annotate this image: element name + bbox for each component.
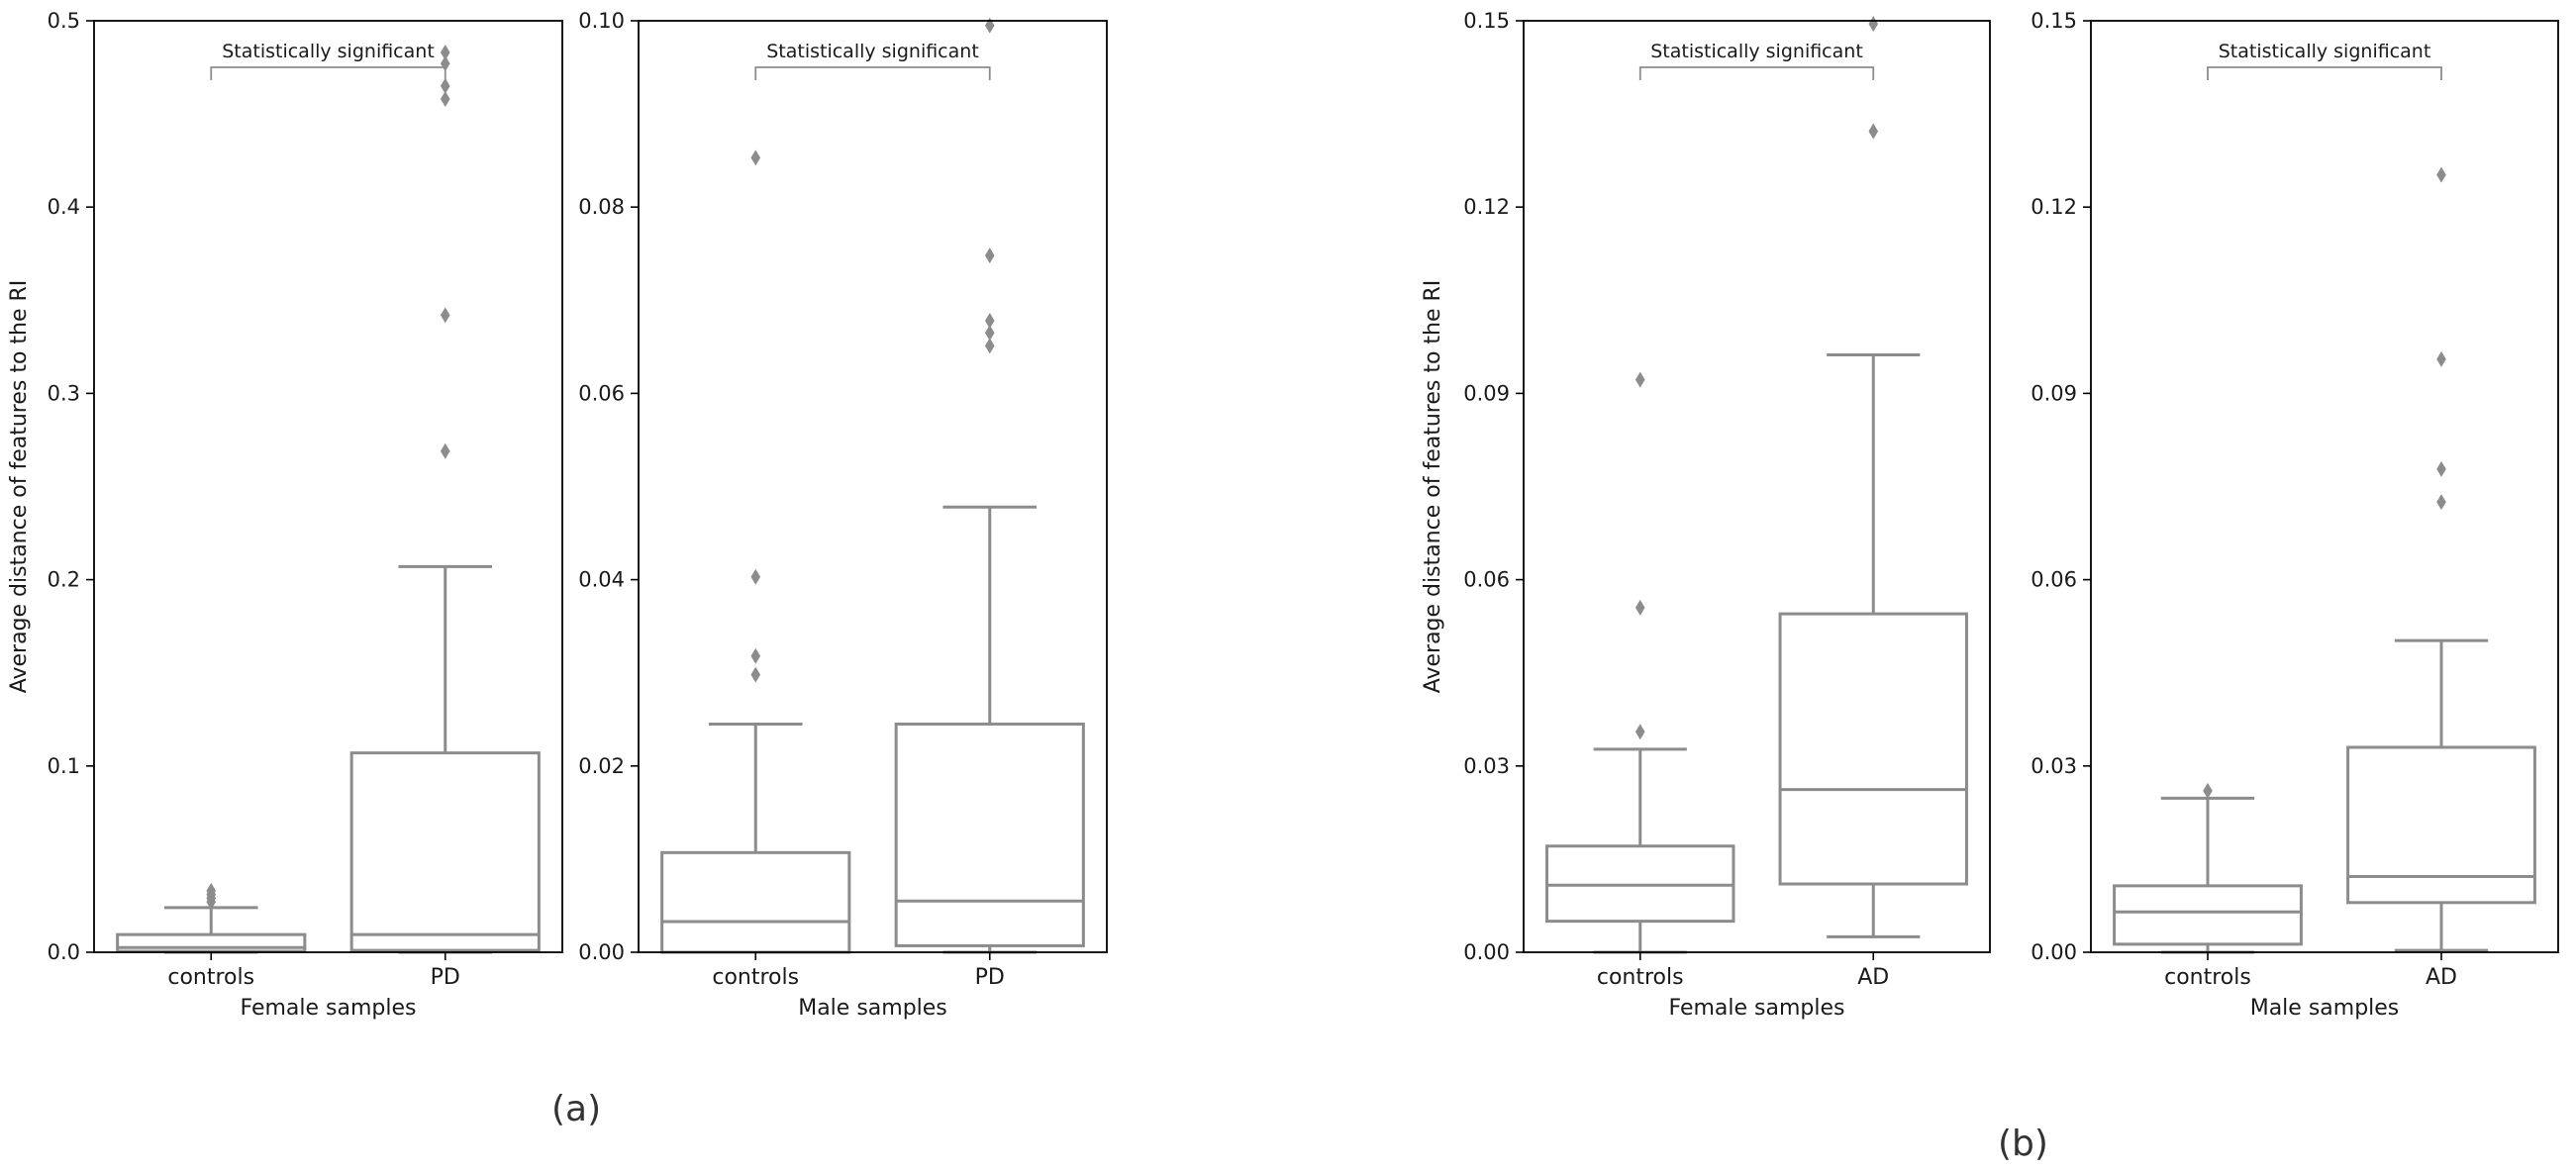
y-tick-label: 0.1	[48, 754, 80, 778]
y-tick-label: 0.00	[578, 940, 625, 964]
y-tick-label: 0.10	[578, 9, 625, 33]
y-tick-label: 0.03	[2031, 754, 2077, 778]
outlier-point	[2203, 782, 2213, 799]
y-tick-label: 0.00	[1463, 940, 1510, 964]
x-axis-label: Female samples	[1669, 996, 1845, 1021]
x-tick-label: PD	[975, 965, 1005, 990]
y-tick-label: 0.00	[2031, 940, 2077, 964]
outlier-point	[1868, 123, 1879, 140]
significance-bracket	[2207, 66, 2442, 80]
panel-female-pd: 0.0 0.1 0.2 0.3 0.4 0.5 controls PD Female sampl…	[7, 9, 563, 1021]
y-tick-label: 0.0	[48, 940, 80, 964]
outlier-point	[1635, 724, 1645, 740]
x-tick-label: controls	[2164, 965, 2251, 990]
outlier-point	[750, 568, 761, 585]
box	[116, 932, 307, 953]
y-tick-label: 0.2	[48, 568, 80, 592]
y-axis-label: Average distance of features to the RI	[7, 280, 32, 694]
outlier-point	[2436, 494, 2446, 511]
y-tick-label: 0.04	[578, 568, 625, 592]
y-tick-label: 0.03	[1463, 754, 1510, 778]
outlier-point	[984, 17, 995, 34]
outlier-point	[206, 882, 217, 899]
significance-label: Statistically significant	[222, 41, 435, 62]
outlier-point	[750, 647, 761, 664]
y-tick-label: 0.12	[2031, 195, 2077, 219]
box	[349, 751, 541, 952]
plot-frame	[638, 20, 1108, 953]
y-tick-label: 0.12	[1463, 195, 1510, 219]
x-tick-label: controls	[167, 965, 254, 990]
box	[2346, 745, 2536, 905]
outlier-point	[750, 666, 761, 683]
panel-female-ad: 0.00 0.03 0.06 0.09 0.12 0.15 controls AD Female…	[1421, 9, 1991, 1021]
y-tick-label: 0.08	[578, 195, 625, 219]
outlier-point	[2436, 166, 2446, 183]
panel-male-ad: 0.00 0.03 0.06 0.09 0.12 0.15 controls AD Male s…	[2031, 9, 2559, 1021]
y-axis-label: Average distance of features to the RI	[1421, 280, 1445, 694]
outlier-point	[984, 313, 995, 330]
y-tick-label: 0.06	[2031, 568, 2077, 592]
y-tick-label: 0.3	[48, 381, 80, 405]
outlier-point	[440, 442, 450, 459]
outlier-point	[440, 77, 450, 94]
outlier-point	[440, 44, 450, 60]
y-tick-label: 0.15	[1463, 9, 1510, 33]
significance-label: Statistically significant	[1650, 41, 1863, 62]
y-tick-label: 0.02	[578, 754, 625, 778]
y-tick-label: 0.4	[48, 195, 80, 219]
panel-label-b: (b)	[1998, 1124, 2048, 1164]
plot-frame	[2090, 20, 2559, 953]
outlier-point	[984, 247, 995, 264]
y-tick-label: 0.06	[1463, 568, 1510, 592]
y-tick-label: 0.09	[2031, 381, 2077, 405]
plot-frame	[1523, 20, 1991, 953]
significance-label: Statistically significant	[766, 41, 979, 62]
panel-label-a: (a)	[551, 1089, 602, 1129]
outlier-point	[440, 91, 450, 108]
box	[894, 722, 1085, 947]
outlier-point	[2436, 350, 2446, 367]
outlier-point	[1868, 16, 1879, 33]
outlier-point	[1635, 371, 1645, 388]
box	[660, 850, 851, 954]
x-tick-label: controls	[712, 965, 799, 990]
significance-bracket	[754, 66, 991, 80]
box	[1545, 844, 1735, 924]
x-axis-label: Female samples	[241, 996, 417, 1021]
outlier-point	[984, 338, 995, 354]
significance-bracket	[210, 66, 446, 80]
y-tick-label: 0.06	[578, 381, 625, 405]
significance-bracket	[1638, 66, 1875, 80]
outlier-point	[1635, 599, 1645, 616]
outlier-point	[440, 307, 450, 324]
outlier-point	[984, 325, 995, 342]
x-tick-label: AD	[1857, 965, 1889, 990]
x-axis-label: Male samples	[798, 996, 947, 1021]
x-tick-label: controls	[1597, 965, 1684, 990]
outlier-point	[750, 149, 761, 166]
box	[1778, 612, 1968, 886]
x-axis-label: Male samples	[2250, 996, 2400, 1021]
significance-label: Statistically significant	[2219, 41, 2431, 62]
y-tick-label: 0.15	[2031, 9, 2077, 33]
panel-male-pd: 0.00 0.02 0.04 0.06 0.08 0.10 controls PD Male s…	[578, 9, 1108, 1021]
plot-frame	[93, 20, 563, 953]
y-tick-label: 0.09	[1463, 381, 1510, 405]
box	[2113, 884, 2303, 946]
y-tick-label: 0.5	[48, 9, 80, 33]
outlier-point	[2436, 460, 2446, 477]
x-tick-label: AD	[2426, 965, 2457, 990]
x-tick-label: PD	[431, 965, 460, 990]
